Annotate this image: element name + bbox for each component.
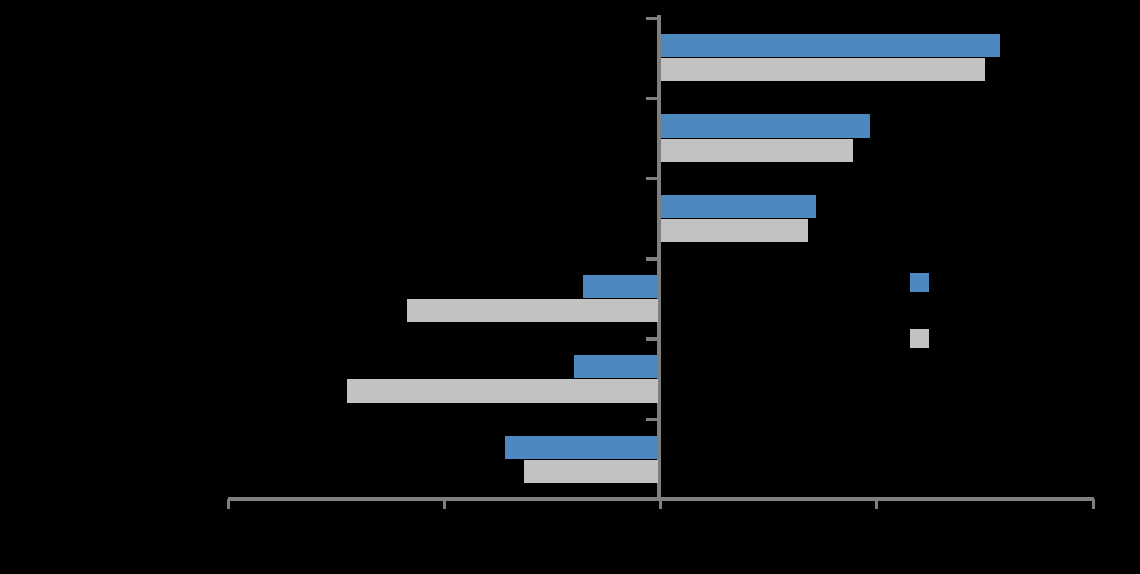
bar-series-2-gray-cat1 — [661, 58, 985, 82]
value-axis-tick — [875, 499, 879, 509]
legend-swatch-series1 — [910, 273, 929, 292]
bar-series-1-blue-cat2 — [661, 114, 871, 138]
bar-series-2-gray-cat6 — [524, 459, 658, 483]
category-axis-tick — [646, 257, 657, 261]
bar-series-2-gray-cat3 — [661, 218, 808, 243]
bar-series-2-gray-cat4 — [407, 299, 658, 323]
value-axis-tick — [442, 499, 446, 509]
value-axis-tick — [1091, 499, 1095, 509]
bar-series-1-blue-cat5 — [574, 355, 658, 379]
category-axis-line — [657, 15, 661, 500]
legend-swatch-series2 — [910, 329, 929, 348]
value-axis-tick — [659, 499, 662, 509]
bar-series-1-blue-cat6 — [504, 435, 658, 459]
category-axis-tick — [646, 176, 657, 181]
category-axis-tick — [646, 337, 657, 341]
category-axis-tick — [646, 96, 657, 101]
value-axis-tick — [226, 499, 230, 509]
bar-series-2-gray-cat2 — [661, 138, 853, 162]
bar-series-1-blue-cat3 — [661, 194, 817, 218]
bar-series-2-gray-cat5 — [346, 379, 658, 403]
category-axis-tick — [646, 417, 657, 421]
bar-series-1-blue-cat1 — [661, 34, 1000, 58]
bar-series-1-blue-cat4 — [582, 274, 658, 299]
category-axis-tick — [646, 16, 657, 20]
value-axis-line — [228, 497, 1094, 501]
